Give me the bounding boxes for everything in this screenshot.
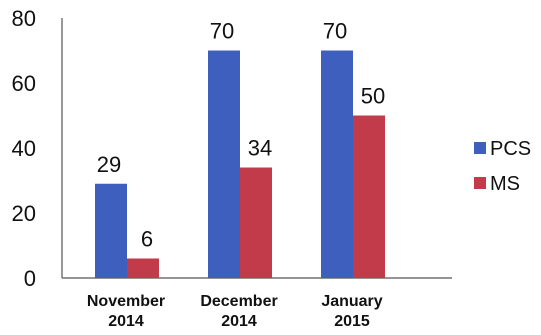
bar-ms: [240, 167, 272, 278]
y-tick-label: 80: [12, 6, 36, 31]
y-tick-label: 0: [24, 266, 36, 291]
x-category-label: November 2014: [87, 293, 165, 330]
data-label: 6: [141, 227, 153, 252]
data-label: 70: [323, 19, 347, 44]
x-category-label-line: 2014: [221, 313, 257, 330]
y-tick-label: 20: [12, 201, 36, 226]
bar-ms: [353, 115, 385, 278]
legend-swatch-ms: [474, 177, 486, 189]
x-category-label-line: December: [200, 293, 277, 310]
legend-label-ms: MS: [490, 173, 520, 195]
legend-swatch-pcs: [474, 142, 486, 154]
data-label: 50: [361, 84, 385, 109]
bar-pcs: [208, 50, 240, 278]
data-label: 29: [97, 152, 121, 177]
y-tick-labels: 0 20 40 60 80: [12, 6, 36, 291]
x-category-label: January 2015: [321, 293, 382, 330]
bar-ms: [127, 258, 159, 278]
x-category-label-line: November: [87, 293, 165, 310]
category-labels: November 2014 December 2014 January 2015: [87, 293, 383, 330]
data-labels: 29 70 70 6 34 50: [97, 19, 385, 252]
x-category-label-line: January: [321, 293, 382, 310]
data-label: 70: [210, 19, 234, 44]
bar-pcs: [321, 50, 353, 278]
x-category-label-line: 2015: [334, 313, 370, 330]
x-category-label-line: 2014: [108, 313, 144, 330]
legend: PCS MS: [474, 138, 531, 195]
data-label: 34: [248, 136, 272, 161]
y-tick-label: 60: [12, 71, 36, 96]
x-category-label: December 2014: [200, 293, 277, 330]
y-tick-label: 40: [12, 136, 36, 161]
legend-label-pcs: PCS: [490, 138, 531, 160]
bar-pcs: [95, 183, 127, 278]
bars: [95, 50, 385, 278]
